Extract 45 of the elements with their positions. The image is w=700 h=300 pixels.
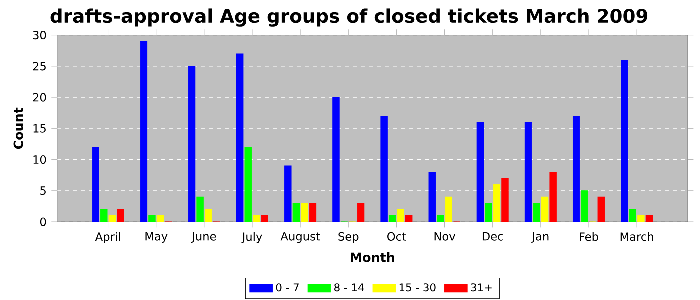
bar — [397, 209, 404, 222]
x-tick-label: July — [242, 232, 262, 244]
x-tick-label: Nov — [434, 232, 456, 241]
bar — [309, 203, 317, 222]
bar — [261, 216, 268, 222]
x-tick-label: April — [95, 232, 120, 244]
x-tick-label: March — [620, 232, 654, 242]
y-tick-label: 5 — [40, 186, 46, 196]
bar — [357, 203, 365, 222]
legend-label: 0 - 7 — [276, 284, 299, 292]
bar — [301, 203, 308, 222]
y-axis-title: Count — [14, 108, 24, 150]
y-tick-label: 10 — [34, 156, 46, 164]
y-tick-label: 25 — [33, 62, 46, 71]
x-tick-label: Feb — [580, 232, 598, 242]
bar — [406, 216, 413, 222]
legend-label: 31+ — [471, 284, 492, 292]
bar — [502, 178, 509, 222]
bar — [253, 216, 260, 222]
y-tick-label: 20 — [33, 93, 46, 102]
x-tick-label: Dec — [482, 232, 504, 241]
chart-title: drafts-approval Age groups of closed tickets March 2009 — [50, 8, 648, 27]
bar — [598, 196, 605, 222]
bar — [108, 216, 116, 222]
bar — [646, 216, 654, 222]
y-tick-label: 15 — [34, 124, 46, 133]
bar — [445, 196, 453, 222]
x-tick-label: Jan — [532, 232, 549, 243]
x-axis-title: Month — [351, 252, 394, 262]
bar — [493, 184, 501, 222]
bar — [541, 196, 549, 222]
bar — [117, 209, 124, 222]
x-tick-label: May — [146, 232, 168, 244]
x-tick-label: June — [192, 232, 216, 243]
y-tick-label: 0 — [40, 218, 46, 226]
legend-label: 8 - 14 — [334, 284, 364, 292]
x-tick-label: Sep — [338, 232, 359, 244]
bar — [204, 209, 212, 222]
bar — [638, 216, 645, 222]
legend-label: 15 - 30 — [400, 284, 436, 292]
x-tick-label: Oct — [388, 232, 406, 241]
x-tick-label: August — [280, 232, 320, 244]
bar — [550, 172, 557, 222]
bar — [156, 216, 164, 222]
y-tick-label: 30 — [33, 31, 46, 40]
